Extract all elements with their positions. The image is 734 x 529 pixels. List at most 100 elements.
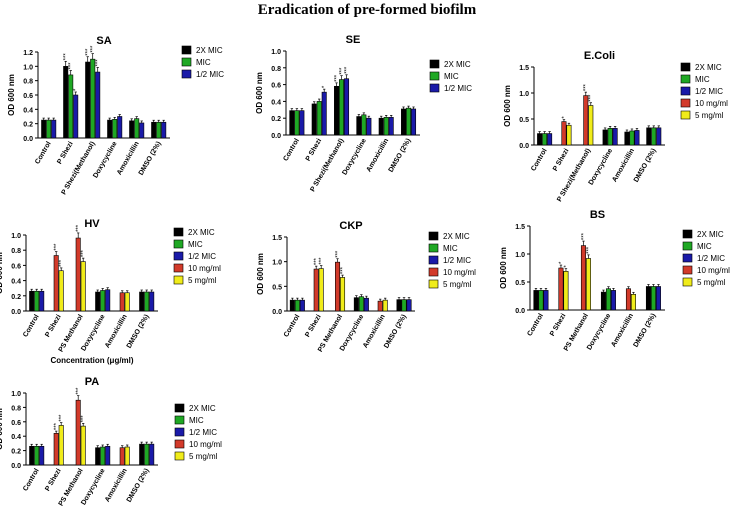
legend-swatch	[174, 403, 185, 413]
legend-label: 1/2 MIC	[196, 70, 224, 79]
significance-label: ***	[54, 422, 60, 430]
legend-swatch	[682, 253, 693, 263]
bar	[339, 79, 345, 136]
legend-label: 5 mg/ml	[443, 280, 472, 289]
bar	[583, 95, 589, 146]
legend-label: 5 mg/ml	[188, 276, 217, 285]
x-tick-label: P Shezi	[44, 313, 62, 338]
legend-label: 2X MIC	[443, 232, 470, 241]
legend-label: 5 mg/ml	[697, 278, 726, 287]
y-tick-label: 1.0	[11, 233, 21, 240]
significance-label: ***	[334, 74, 340, 82]
bar	[382, 299, 388, 312]
y-tick-label: 0.5	[515, 280, 525, 287]
bar	[406, 299, 412, 312]
y-axis-label: OD 600 nm	[7, 74, 16, 116]
significance-label: ***	[589, 94, 595, 102]
bar	[377, 300, 383, 312]
significance-label: *	[559, 261, 565, 264]
bar	[625, 288, 631, 311]
y-tick-label: 0.6	[11, 263, 21, 270]
y-tick-label: 1.0	[272, 260, 282, 267]
bar	[602, 129, 608, 146]
bar	[588, 105, 594, 146]
x-tick-label: P Shezi	[549, 312, 567, 337]
y-tick-label: 0.8	[11, 248, 21, 255]
bar	[29, 290, 35, 312]
significance-label: *	[74, 88, 80, 91]
y-tick-label: 0.4	[23, 107, 33, 114]
legend-swatch	[428, 267, 439, 277]
y-axis-label: OD 600 nm	[255, 72, 264, 114]
y-axis-label: OD 600 nm	[0, 408, 4, 450]
bar	[547, 133, 553, 146]
legend-label: 1/2 MIC	[695, 87, 723, 96]
significance-label: ***	[76, 224, 82, 232]
legend-label: 1/2 MIC	[444, 84, 472, 93]
x-tick-label: Amoxicillin	[104, 468, 129, 504]
bar	[566, 124, 572, 146]
y-tick-label: 1.5	[515, 224, 525, 231]
bar	[585, 258, 591, 311]
legend-label: 10 mg/ml	[697, 266, 730, 275]
bar	[119, 447, 125, 466]
bar	[629, 130, 635, 146]
x-tick-label: Control	[34, 140, 53, 165]
significance-label: ***	[64, 53, 70, 61]
bar	[651, 127, 657, 146]
bar	[80, 425, 86, 466]
bar	[537, 133, 543, 146]
x-tick-label: P Shezi	[304, 313, 322, 338]
bar	[80, 261, 86, 312]
legend-label: 10 mg/ml	[443, 268, 476, 277]
bar	[41, 119, 47, 139]
x-tick-label: Control	[530, 147, 549, 172]
x-tick-label: Control	[22, 467, 41, 492]
x-tick-label: Control	[283, 313, 302, 338]
legend-label: 2X MIC	[196, 46, 223, 55]
bar	[105, 445, 111, 466]
x-tick-label: P Shezi	[305, 137, 323, 162]
bar	[340, 277, 346, 312]
bar	[335, 261, 341, 312]
x-axis-label: Concentration (μg/ml)	[50, 356, 133, 365]
bar	[144, 443, 150, 466]
y-tick-label: 0.0	[11, 463, 21, 470]
significance-label: ***	[335, 250, 341, 258]
bar	[363, 297, 369, 312]
x-tick-label: P Shezi	[552, 147, 570, 172]
bar	[95, 447, 101, 466]
legend-swatch	[181, 45, 192, 55]
page-title: Eradication of pre-formed biofilm	[257, 2, 477, 18]
legend-label: 2X MIC	[189, 404, 216, 413]
significance-label: ***	[86, 48, 92, 56]
significance-label: ***	[54, 243, 60, 251]
significance-label: ***	[59, 259, 65, 267]
chart-title: E.Coli	[584, 50, 615, 62]
y-tick-label: 1.5	[272, 235, 282, 242]
legend-swatch	[181, 69, 192, 79]
bar	[605, 288, 611, 311]
legend-swatch	[173, 239, 184, 249]
bar	[90, 58, 96, 139]
bar	[156, 121, 162, 139]
x-tick-label: Amoxicillin	[365, 138, 390, 174]
bar	[39, 445, 45, 466]
bar	[299, 299, 305, 312]
x-tick-label: Control	[526, 312, 545, 337]
bar	[561, 121, 567, 146]
bar	[543, 290, 549, 311]
x-tick-label: Control	[282, 137, 301, 162]
legend-label: MIC	[443, 244, 458, 253]
x-tick-label: DMSO (2%)	[138, 141, 163, 177]
legend-swatch	[682, 277, 693, 287]
x-tick-label: Doxycycline	[80, 313, 107, 352]
bar	[34, 445, 40, 466]
legend-label: 1/2 MIC	[189, 428, 217, 437]
chart-panel-se: SE 0.0 0.2 0.4 0.6 0.8 1.0 OD 600 nm Control * P S…	[255, 34, 472, 193]
bar	[358, 296, 364, 312]
legend-label: MIC	[444, 72, 459, 81]
y-tick-label: 0.8	[11, 405, 21, 412]
x-tick-label: P Shezi	[56, 140, 74, 165]
bar	[299, 110, 305, 136]
